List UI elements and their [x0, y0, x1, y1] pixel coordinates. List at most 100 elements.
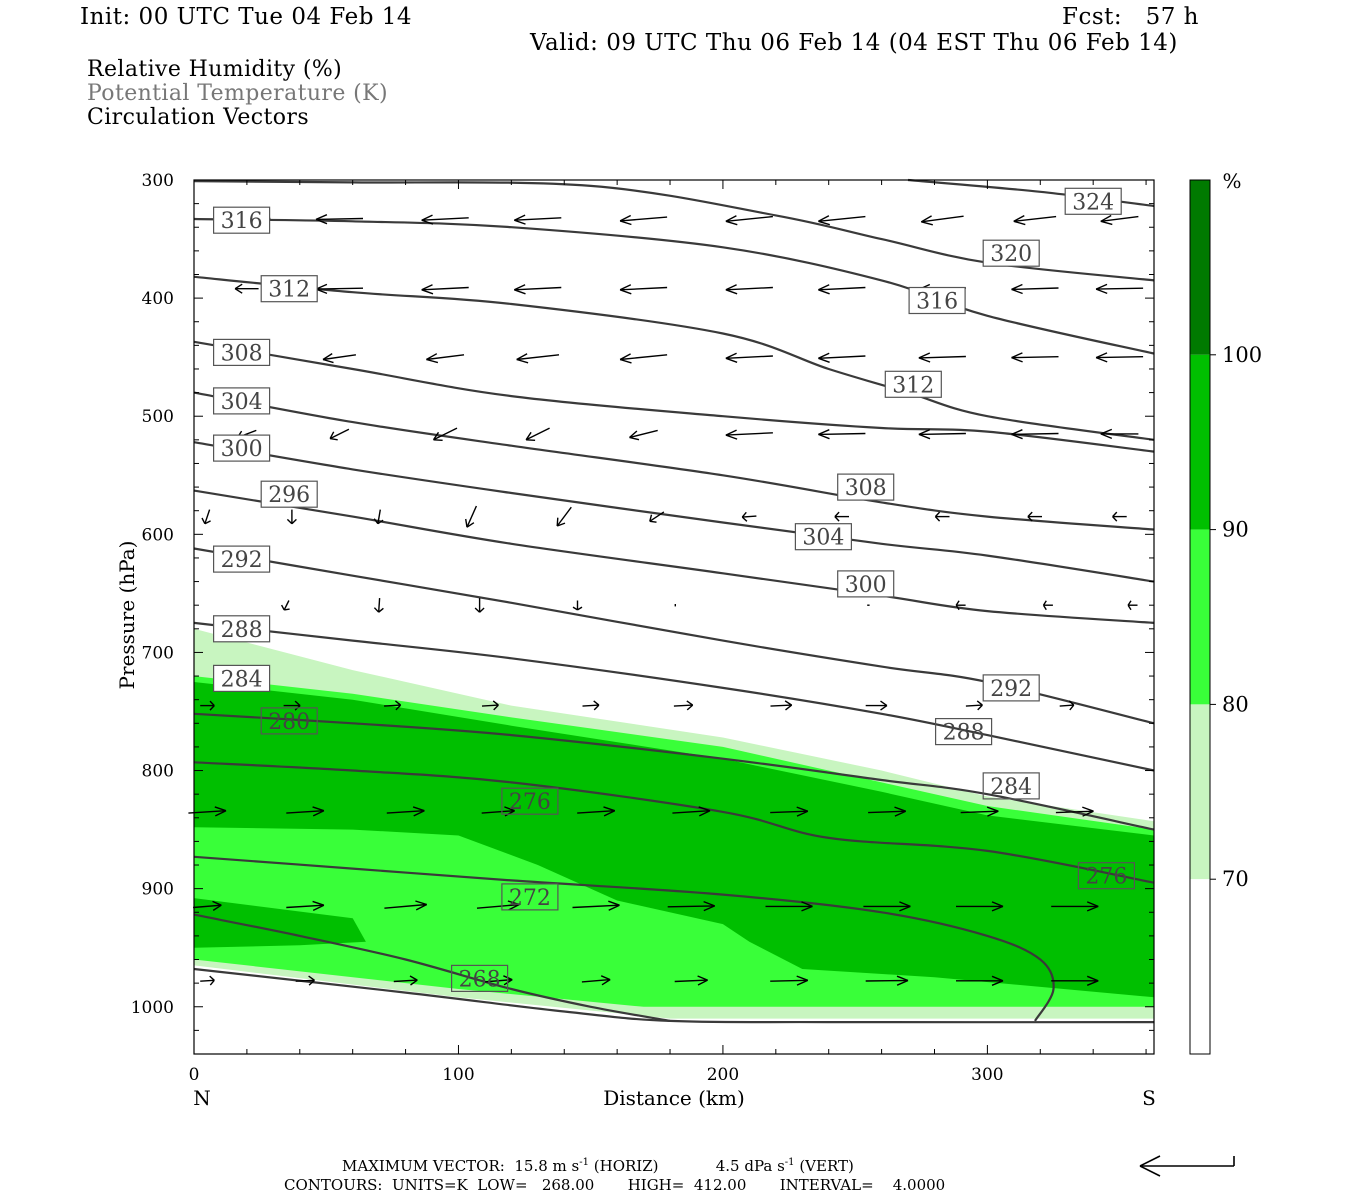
vector-head: [1082, 810, 1094, 817]
vector-head: [899, 901, 911, 908]
contour-label: 316: [908, 286, 966, 315]
vector-head: [880, 700, 888, 707]
vector-head: [918, 433, 931, 440]
circulation-vector: [725, 215, 773, 226]
contour-label: 292: [213, 545, 271, 573]
circulation-vector: [1055, 806, 1094, 817]
contour-label: 296: [260, 480, 318, 508]
vector-head: [894, 806, 906, 812]
contour-label-text: 272: [509, 886, 551, 911]
circulation-vector: [865, 700, 888, 711]
vector-head: [492, 700, 499, 706]
vector-shaft: [672, 810, 711, 814]
vector-head: [1042, 600, 1047, 606]
vector-head: [918, 357, 931, 363]
circulation-vector: [432, 427, 458, 441]
vector-head: [955, 604, 960, 611]
vector-head: [1127, 600, 1132, 606]
vector-shaft: [322, 354, 356, 361]
circulation-vector: [818, 429, 866, 440]
vector-shaft: [384, 903, 427, 909]
max-vector-line: MAXIMUM VECTOR: 15.8 m s-1 (HORIZ) 4.5 d…: [342, 1157, 854, 1175]
colorbar-unit: %: [1222, 169, 1241, 193]
contour-label: 284: [982, 772, 1040, 800]
plot-frame: [193, 179, 1155, 1055]
vector-head: [725, 215, 737, 222]
vector-head: [1095, 288, 1108, 295]
vector-shaft: [514, 286, 562, 291]
vector-head: [1011, 356, 1023, 363]
circulation-vector: [577, 806, 616, 817]
isentrope-304: [193, 391, 1155, 531]
vector-head: [212, 900, 222, 906]
contour-label-box: [501, 787, 559, 815]
max-vector-reference-arrow: [1139, 1155, 1235, 1177]
vector-shaft: [1011, 356, 1059, 359]
contour-label: 324: [1064, 187, 1122, 215]
colorbar-segment: [1190, 704, 1210, 880]
axes: 300 400 500 600 700 800 900 1000 0 100 200 300: [131, 171, 1155, 1085]
potential-temperature-contours: [193, 178, 1155, 1024]
contour-label-text: 296: [268, 483, 310, 508]
vector-head: [280, 604, 285, 611]
vector-head: [619, 358, 632, 364]
contour-label-text: 316: [916, 290, 958, 315]
vector-head: [896, 975, 909, 982]
vector-head: [577, 606, 583, 611]
vector-head: [818, 429, 830, 436]
circulation-vector: [960, 806, 999, 817]
circulation-vector: [619, 353, 668, 364]
vector-head: [373, 518, 379, 525]
contour-label-text: 280: [268, 710, 310, 735]
vector-head: [556, 517, 559, 527]
vector-shaft: [1100, 215, 1139, 222]
circulation-vector: [384, 900, 428, 911]
vector-head: [1042, 604, 1047, 611]
circulation-vector: [725, 352, 773, 363]
vector-shaft: [481, 704, 499, 707]
vector-shaft: [1011, 432, 1059, 436]
vector-head: [1112, 511, 1118, 518]
vector-head: [286, 518, 293, 525]
vector-shaft: [725, 355, 773, 359]
contour-label: 320: [982, 239, 1040, 267]
vector-shaft: [476, 903, 520, 909]
contour-label: 268: [451, 964, 509, 992]
vector-head: [796, 979, 809, 986]
circulation-vector: [572, 600, 583, 611]
colorbar-segment: [1190, 529, 1210, 705]
contour-label-text: 276: [1085, 865, 1127, 890]
isentrope-280: [193, 761, 1155, 884]
vector-head: [649, 514, 653, 522]
vector-head: [834, 511, 840, 518]
vector-head: [394, 700, 402, 706]
vector-head: [601, 979, 611, 986]
vector-head: [703, 900, 715, 907]
vector-head: [1095, 283, 1108, 290]
vector-shaft: [481, 810, 515, 814]
vector-shaft: [620, 286, 668, 291]
circulation-vector: [725, 429, 773, 440]
vector-shaft: [818, 286, 866, 291]
circulation-vector: [393, 975, 418, 986]
vector-head: [920, 215, 932, 223]
circulation-vector: [834, 511, 849, 522]
contour-label-text: 288: [943, 721, 985, 746]
max-vector-horizontal-unit: (HORIZ): [593, 1157, 659, 1175]
contour-label-box: [837, 473, 895, 501]
circulation-vector: [315, 214, 364, 225]
circulation-vector: [582, 700, 600, 711]
circulation-vector: [1011, 352, 1059, 363]
vector-shaft: [188, 810, 227, 814]
circulation-vector: [1011, 429, 1059, 440]
circulation-vector: [421, 214, 469, 225]
circulation-vector: [770, 975, 809, 986]
circulation-vector: [200, 975, 215, 986]
legend-relative-humidity: Relative Humidity (%): [87, 57, 343, 82]
circulation-vector: [619, 284, 668, 295]
circulation-vector: [329, 428, 350, 441]
circulation-vector: [1013, 214, 1057, 226]
y-tick-label: 1000: [131, 998, 174, 1018]
vector-shaft: [818, 355, 866, 359]
